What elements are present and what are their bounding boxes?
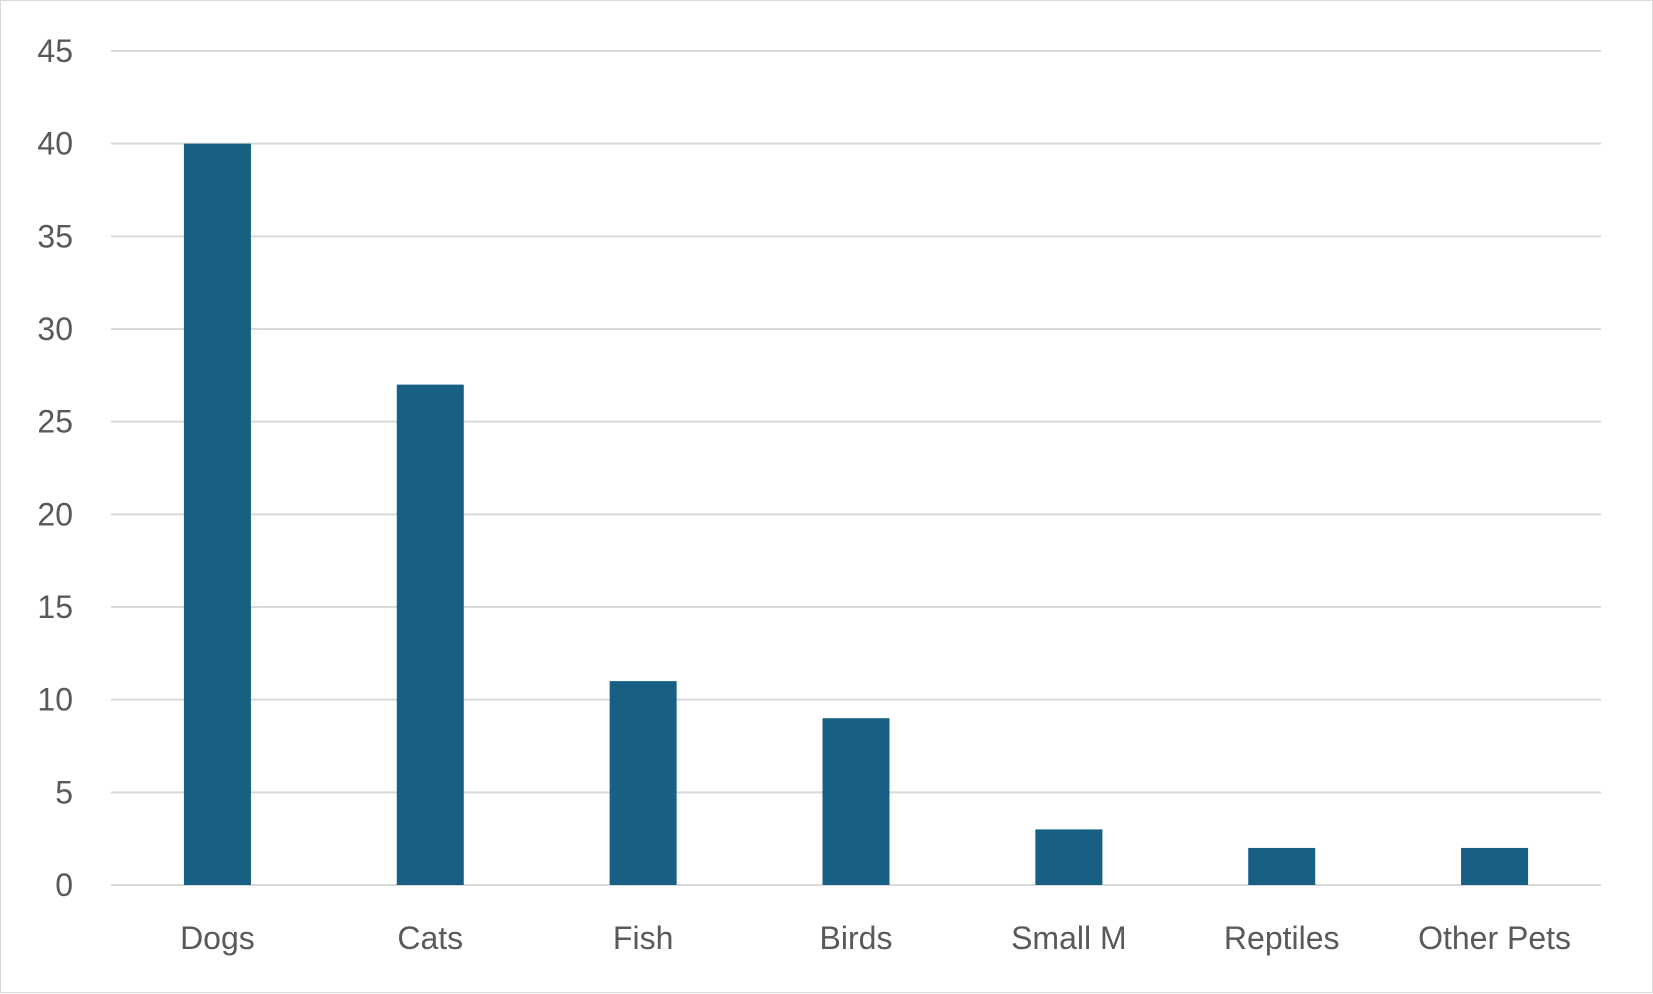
x-tick-label-cats: Cats bbox=[397, 920, 463, 956]
x-tick-label-reptiles: Reptiles bbox=[1224, 920, 1340, 956]
gridlines bbox=[111, 50, 1601, 886]
x-axis-tick-labels: Dogs Cats Fish Birds Small M Reptiles Other Pe… bbox=[180, 920, 1571, 956]
y-tick-label-5: 5 bbox=[55, 774, 73, 810]
y-axis-tick-labels: 0 5 10 15 20 25 30 35 40 45 bbox=[37, 33, 73, 903]
y-tick-label-20: 20 bbox=[37, 496, 73, 532]
y-tick-label-40: 40 bbox=[37, 126, 73, 162]
x-tick-label-dogs: Dogs bbox=[180, 920, 255, 956]
bar-cats bbox=[396, 384, 464, 885]
x-tick-label-small-m: Small M bbox=[1011, 920, 1127, 956]
bar-fish bbox=[609, 681, 677, 885]
bar-reptiles bbox=[1248, 847, 1316, 885]
y-tick-label-15: 15 bbox=[37, 589, 73, 625]
bar-birds bbox=[822, 718, 890, 885]
y-tick-label-35: 35 bbox=[37, 218, 73, 254]
bar-other-pets bbox=[1461, 847, 1529, 885]
bar-dogs bbox=[183, 143, 251, 885]
y-tick-label-0: 0 bbox=[55, 867, 73, 903]
y-tick-label-25: 25 bbox=[37, 404, 73, 440]
x-tick-label-fish: Fish bbox=[613, 920, 673, 956]
y-tick-label-45: 45 bbox=[37, 33, 73, 69]
y-tick-label-30: 30 bbox=[37, 311, 73, 347]
x-tick-label-birds: Birds bbox=[820, 920, 893, 956]
bar-small-m bbox=[1035, 829, 1103, 885]
y-tick-label-10: 10 bbox=[37, 682, 73, 718]
x-tick-label-other-pets: Other Pets bbox=[1418, 920, 1571, 956]
bars bbox=[183, 143, 1529, 885]
